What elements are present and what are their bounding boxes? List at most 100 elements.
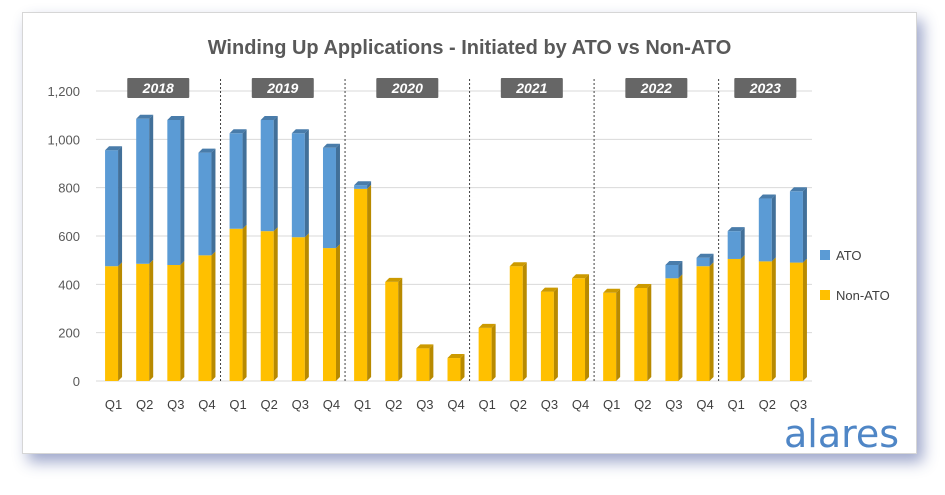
bar-side [647, 283, 652, 381]
bar-non-ato-16 [603, 292, 617, 381]
bar-side [304, 129, 309, 238]
x-tick-label: Q2 [510, 397, 527, 412]
bar-non-ato-17 [634, 287, 648, 381]
bar-ato-20 [727, 231, 741, 259]
bar-non-ato-11 [447, 358, 461, 381]
bar-side [460, 354, 465, 381]
bar-side [242, 129, 247, 229]
bar-non-ato-18 [665, 278, 679, 381]
bar-non-ato-5 [260, 231, 274, 381]
bar-top [322, 143, 340, 148]
x-tick-label: Q4 [323, 397, 340, 412]
bar-top [136, 114, 154, 119]
x-tick-label: Q4 [572, 397, 589, 412]
bar-ato-3 [198, 152, 212, 256]
bar-top [665, 261, 683, 265]
bar-ato-0 [105, 150, 119, 267]
bar-ato-1 [136, 118, 150, 264]
y-tick-label: 1,200 [47, 84, 80, 99]
year-label: 2018 [142, 80, 174, 96]
bar-non-ato-4 [229, 228, 243, 381]
bar-non-ato-21 [758, 261, 772, 381]
bar-side [709, 253, 714, 267]
x-tick-label: Q3 [167, 397, 184, 412]
bar-non-ato-9 [385, 281, 399, 381]
bar-top [291, 129, 309, 134]
y-tick-label: 400 [58, 277, 80, 292]
bar-side [180, 261, 185, 381]
legend-label-non-ato: Non-ATO [836, 288, 890, 303]
bar-top [198, 148, 216, 153]
chart-title: Winding Up Applications - Initiated by A… [207, 37, 732, 59]
bar-side [771, 257, 776, 381]
bar-non-ato-0 [105, 266, 119, 381]
bar-non-ato-15 [572, 278, 586, 381]
bar-side [367, 181, 372, 189]
bar-top [105, 146, 123, 151]
bar-top [447, 354, 465, 359]
year-label: 2019 [266, 80, 298, 96]
bar-side [678, 274, 683, 381]
bar-side [367, 184, 372, 381]
bar-top [634, 283, 652, 288]
x-tick-label: Q2 [759, 397, 776, 412]
bar-non-ato-12 [478, 327, 492, 381]
bar-non-ato-20 [727, 258, 741, 381]
legend-swatch-ato [820, 250, 830, 260]
bar-non-ato-13 [509, 266, 523, 381]
bar-side [616, 288, 621, 381]
alares-logo: alares [784, 412, 900, 456]
bar-side [709, 262, 714, 381]
x-tick-label: Q2 [261, 397, 278, 412]
x-tick-label: Q3 [292, 397, 309, 412]
x-tick-label: Q1 [478, 397, 495, 412]
y-tick-label: 800 [58, 181, 80, 196]
x-tick-label: Q1 [105, 397, 122, 412]
bar-non-ato-6 [291, 237, 305, 381]
bar-side [335, 143, 340, 249]
bar-top [509, 262, 527, 267]
bar-side [211, 148, 216, 256]
bar-top [229, 129, 247, 134]
bar-top [789, 187, 807, 192]
year-label-box [376, 78, 439, 98]
bar-ato-8 [354, 185, 368, 189]
bar-ato-4 [229, 133, 243, 229]
bar-non-ato-1 [136, 263, 150, 381]
x-tick-label: Q4 [198, 397, 215, 412]
x-tick-label: Q1 [354, 397, 371, 412]
bar-side [304, 233, 309, 381]
x-tick-label: Q1 [229, 397, 246, 412]
year-label: 2022 [640, 80, 672, 96]
legend-swatch-non-ato [820, 290, 830, 300]
bar-ato-18 [665, 265, 679, 279]
bar-top [696, 253, 714, 258]
year-label: 2020 [391, 80, 423, 96]
bar-side [491, 323, 496, 381]
bar-top [354, 181, 372, 186]
x-tick-label: Q1 [603, 397, 620, 412]
x-tick-label: Q4 [696, 397, 713, 412]
bar-ato-2 [167, 120, 181, 265]
bar-side [553, 287, 558, 381]
year-label: 2021 [515, 80, 547, 96]
bar-ato-5 [260, 120, 274, 232]
bar-side [522, 262, 527, 381]
bar-non-ato-19 [696, 266, 710, 381]
bar-side [771, 194, 776, 262]
x-tick-label: Q3 [665, 397, 682, 412]
bar-non-ato-22 [789, 262, 803, 381]
bar-top [727, 227, 745, 232]
bar-ato-21 [758, 198, 772, 262]
year-label-box [500, 78, 563, 98]
x-tick-label: Q3 [790, 397, 807, 412]
y-tick-label: 0 [73, 374, 80, 389]
x-tick-label: Q2 [136, 397, 153, 412]
bar-side [740, 254, 745, 381]
bar-side [149, 259, 154, 381]
bar-side [180, 116, 185, 265]
bar-ato-19 [696, 257, 710, 267]
bar-top [603, 288, 621, 293]
bar-side [273, 227, 278, 381]
